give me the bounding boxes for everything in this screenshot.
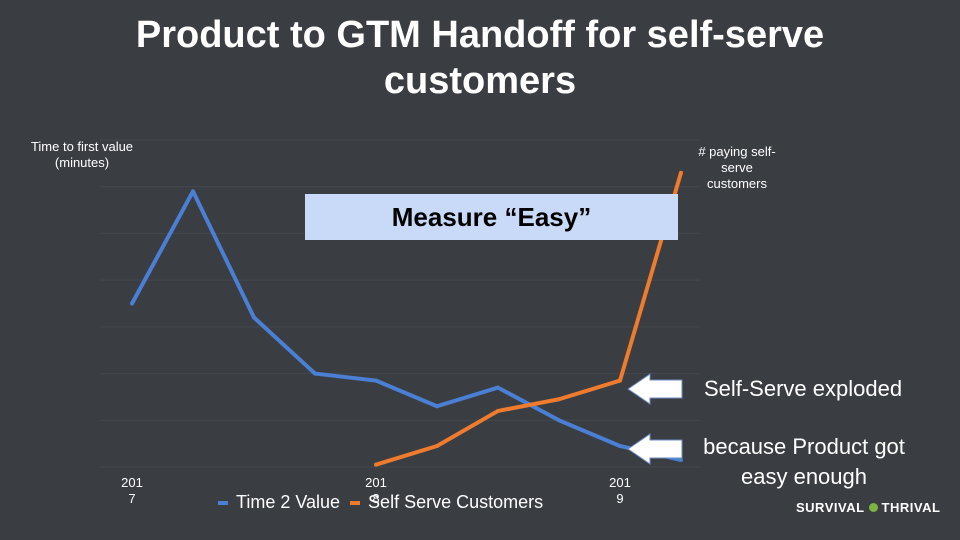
x-tick-label: 201 7: [121, 475, 143, 506]
data-point: [557, 418, 561, 423]
page-title: Product to GTM Handoff for self-serve cu…: [135, 14, 825, 102]
left-axis-label: Time to first value (minutes): [30, 139, 134, 170]
data-point: [313, 371, 317, 376]
annotation-self-serve-exploded: Self-Serve exploded: [703, 376, 903, 401]
data-point: [130, 301, 134, 306]
data-point: [618, 378, 622, 383]
series-line-selfserve: [375, 172, 683, 467]
data-point: [618, 443, 622, 448]
measure-easy-callout: Measure “Easy”: [305, 194, 678, 240]
brand-dot-icon: [868, 503, 878, 512]
data-point: [374, 378, 378, 383]
brand-right-text: THRIVAL: [881, 500, 941, 515]
data-point: [679, 457, 683, 462]
right-axis-label: # paying self-serve customers: [698, 144, 776, 191]
series-line-time2value: [130, 189, 682, 462]
annotation-product-easy: because Product got easy enough: [703, 434, 905, 489]
data-point: [435, 443, 439, 448]
brand-logo: SURVIVAL THRIVAL: [796, 500, 940, 515]
brand-left-text: SURVIVAL: [796, 500, 865, 515]
legend-swatch-time2value: [218, 500, 228, 505]
x-tick-label: 201 9: [609, 475, 631, 506]
legend-label-time2value: Time 2 Value: [236, 492, 341, 512]
data-point: [679, 170, 683, 175]
legend-item-selfserve: Self Serve Customers: [350, 492, 543, 513]
data-point: [496, 408, 500, 413]
legend-item-time2value: Time 2 Value: [218, 492, 340, 513]
data-point: [374, 462, 378, 467]
data-point: [435, 404, 439, 409]
data-point: [191, 189, 195, 194]
data-point: [496, 385, 500, 390]
arrow-icon-product-easy: [627, 433, 683, 465]
data-point: [557, 397, 561, 402]
legend-label-selfserve: Self Serve Customers: [368, 492, 544, 512]
legend-swatch-selfserve: [350, 500, 361, 505]
arrow-icon-self-serve: [627, 373, 683, 405]
chart-legend: Time 2 Value Self Serve Customers: [218, 492, 543, 513]
data-point: [252, 315, 256, 320]
x-tick-label: 201 8: [365, 475, 387, 506]
